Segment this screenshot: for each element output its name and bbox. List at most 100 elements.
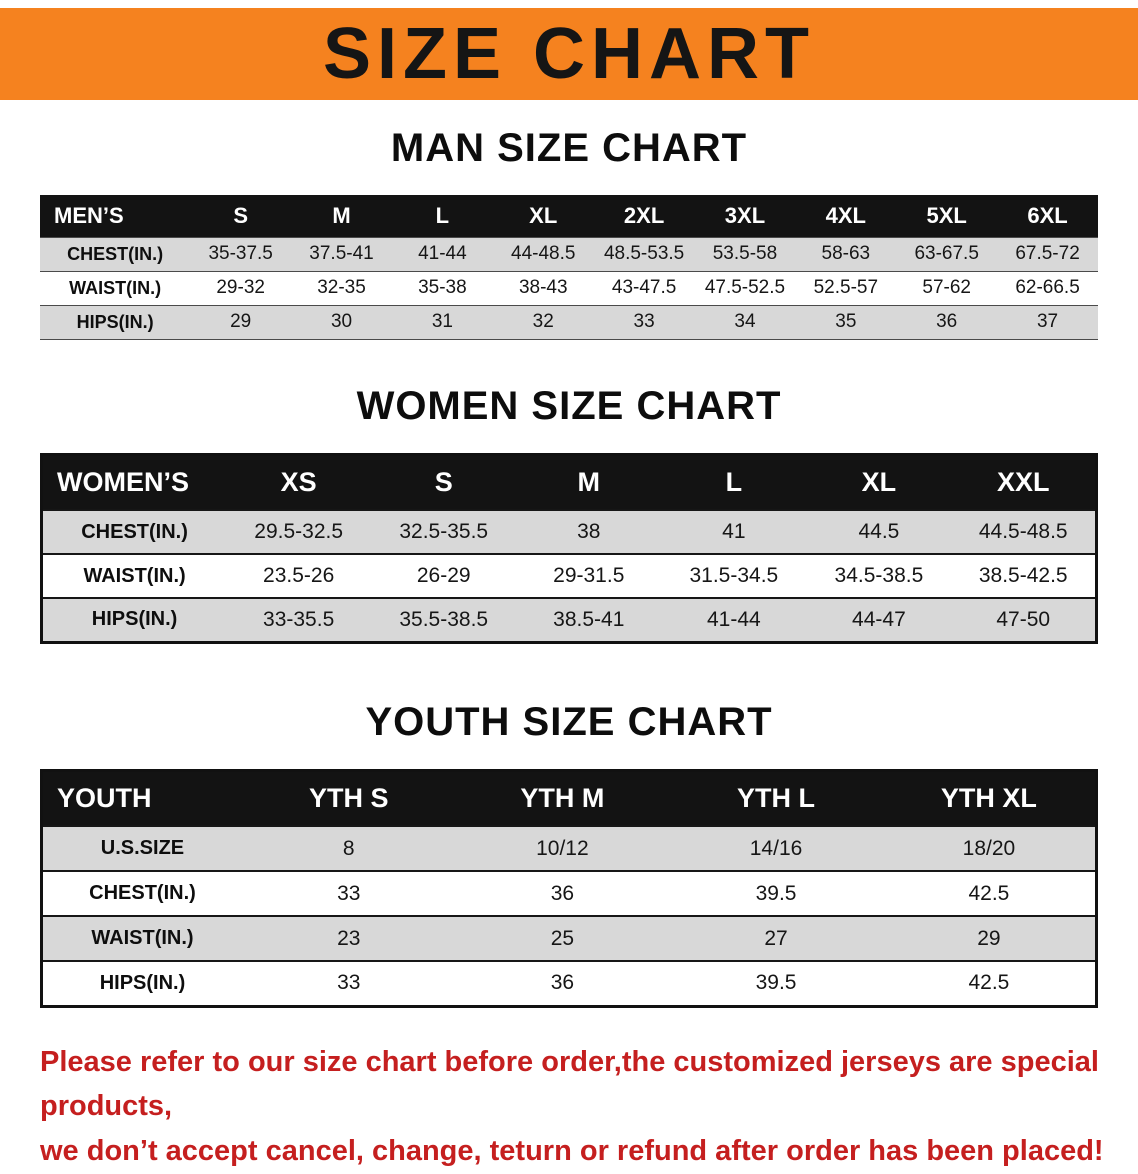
size-value-cell: 18/20 (883, 826, 1097, 871)
size-value-cell: 38-43 (493, 271, 594, 305)
size-column-header: L (392, 195, 493, 237)
row-label: HIPS(IN.) (42, 598, 227, 642)
size-value-cell: 10/12 (456, 826, 670, 871)
size-value-cell: 32.5-35.5 (371, 510, 516, 554)
size-value-cell: 29-32 (190, 271, 291, 305)
table-title-cell: WOMEN’S (42, 454, 227, 510)
size-value-cell: 35 (795, 305, 896, 339)
size-value-cell: 29-31.5 (516, 554, 661, 598)
disclaimer: Please refer to our size chart before or… (40, 1040, 1138, 1174)
size-column-header: M (516, 454, 661, 510)
size-value-cell: 39.5 (669, 871, 883, 916)
size-value-cell: 26-29 (371, 554, 516, 598)
size-value-cell: 32-35 (291, 271, 392, 305)
size-value-cell: 34.5-38.5 (806, 554, 951, 598)
row-label: CHEST(IN.) (42, 871, 242, 916)
size-value-cell: 47.5-52.5 (695, 271, 796, 305)
size-value-cell: 38 (516, 510, 661, 554)
size-value-cell: 44.5 (806, 510, 951, 554)
row-label: WAIST(IN.) (42, 916, 242, 961)
size-value-cell: 32 (493, 305, 594, 339)
size-column-header: S (190, 195, 291, 237)
size-value-cell: 43-47.5 (594, 271, 695, 305)
size-value-cell: 41-44 (661, 598, 806, 642)
size-value-cell: 44-47 (806, 598, 951, 642)
size-value-cell: 23.5-26 (226, 554, 371, 598)
youth-section-heading: YOUTH SIZE CHART (0, 700, 1138, 745)
size-value-cell: 33 (594, 305, 695, 339)
size-value-cell: 41 (661, 510, 806, 554)
size-value-cell: 35-37.5 (190, 237, 291, 271)
size-value-cell: 57-62 (896, 271, 997, 305)
size-value-cell: 29 (883, 916, 1097, 961)
row-label: U.S.SIZE (42, 826, 242, 871)
size-value-cell: 31 (392, 305, 493, 339)
size-value-cell: 37 (997, 305, 1098, 339)
disclaimer-line-2: we don’t accept cancel, change, teturn o… (40, 1129, 1138, 1174)
size-value-cell: 58-63 (795, 237, 896, 271)
size-value-cell: 36 (896, 305, 997, 339)
banner-title: SIZE CHART (323, 18, 815, 90)
size-column-header: M (291, 195, 392, 237)
size-value-cell: 63-67.5 (896, 237, 997, 271)
size-value-cell: 23 (242, 916, 456, 961)
size-column-header: YTH XL (883, 770, 1097, 826)
size-value-cell: 39.5 (669, 961, 883, 1006)
size-column-header: 5XL (896, 195, 997, 237)
size-column-header: L (661, 454, 806, 510)
size-value-cell: 48.5-53.5 (594, 237, 695, 271)
size-column-header: YTH S (242, 770, 456, 826)
men-section-heading: MAN SIZE CHART (0, 126, 1138, 171)
size-value-cell: 38.5-41 (516, 598, 661, 642)
size-value-cell: 36 (456, 961, 670, 1006)
size-column-header: 2XL (594, 195, 695, 237)
size-value-cell: 53.5-58 (695, 237, 796, 271)
size-value-cell: 33 (242, 961, 456, 1006)
size-column-header: 3XL (695, 195, 796, 237)
row-label: CHEST(IN.) (42, 510, 227, 554)
disclaimer-line-1: Please refer to our size chart before or… (40, 1040, 1138, 1130)
size-value-cell: 41-44 (392, 237, 493, 271)
row-label: HIPS(IN.) (40, 305, 190, 339)
size-value-cell: 44.5-48.5 (951, 510, 1096, 554)
size-value-cell: 27 (669, 916, 883, 961)
size-value-cell: 47-50 (951, 598, 1096, 642)
size-value-cell: 34 (695, 305, 796, 339)
size-value-cell: 52.5-57 (795, 271, 896, 305)
row-label: HIPS(IN.) (42, 961, 242, 1006)
size-value-cell: 30 (291, 305, 392, 339)
size-value-cell: 38.5-42.5 (951, 554, 1096, 598)
size-value-cell: 14/16 (669, 826, 883, 871)
size-value-cell: 33 (242, 871, 456, 916)
size-value-cell: 8 (242, 826, 456, 871)
size-value-cell: 67.5-72 (997, 237, 1098, 271)
row-label: WAIST(IN.) (42, 554, 227, 598)
size-value-cell: 37.5-41 (291, 237, 392, 271)
size-value-cell: 42.5 (883, 961, 1097, 1006)
size-chart-banner: SIZE CHART (0, 8, 1138, 100)
size-value-cell: 35.5-38.5 (371, 598, 516, 642)
size-value-cell: 62-66.5 (997, 271, 1098, 305)
women-section-heading: WOMEN SIZE CHART (0, 384, 1138, 429)
size-value-cell: 25 (456, 916, 670, 961)
table-title-cell: YOUTH (42, 770, 242, 826)
size-column-header: XL (806, 454, 951, 510)
size-value-cell: 44-48.5 (493, 237, 594, 271)
